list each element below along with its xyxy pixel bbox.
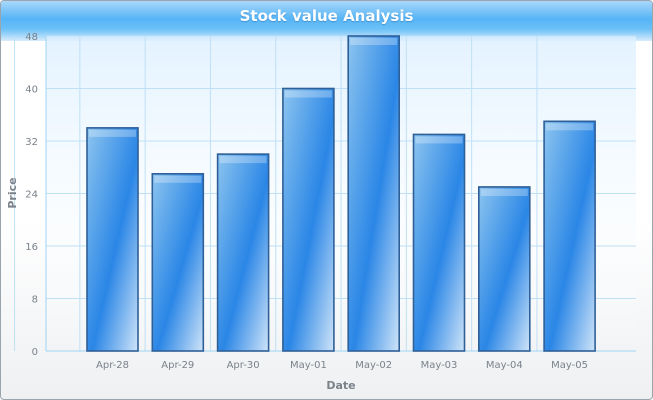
x-tick-label: Apr-28	[96, 360, 129, 371]
bar-highlight	[415, 136, 463, 144]
bar-May-04	[477, 186, 531, 352]
y-tick-label: 24	[25, 190, 38, 201]
x-tick-label: May-01	[290, 360, 327, 371]
bar-May-01	[282, 87, 335, 352]
y-tick-label: 8	[32, 295, 38, 306]
y-tick-label: 0	[32, 347, 38, 358]
x-tick-label: Apr-30	[227, 360, 260, 371]
title-band	[1, 1, 652, 41]
gridlines	[14, 35, 636, 352]
x-tick-label: Apr-29	[161, 360, 194, 371]
bar-highlight	[284, 90, 332, 98]
y-axis-label: Price	[6, 177, 19, 208]
y-tick-label: 40	[25, 85, 38, 96]
y-tick-label: 32	[25, 137, 38, 148]
bar-highlight	[350, 38, 398, 45]
chart-title: Stock value Analysis	[239, 7, 414, 25]
x-tick-labels: Apr-28 Apr-29 Apr-30 May-01 May-02 May-03 May-…	[96, 360, 588, 371]
bars	[86, 35, 596, 352]
bar-Apr-30	[216, 153, 270, 352]
x-tick-label: May-05	[551, 360, 588, 371]
bar-May-02	[347, 35, 401, 352]
y-tick-label: 48	[25, 32, 38, 43]
bar-highlight	[480, 188, 528, 196]
bar-highlight	[546, 123, 594, 131]
bar-May-03	[412, 133, 466, 352]
bar-highlight	[219, 156, 267, 164]
bar-highlight	[89, 129, 136, 137]
x-tick-label: May-02	[355, 360, 392, 371]
x-tick-label: May-03	[421, 360, 458, 371]
bar-highlight	[154, 175, 202, 183]
y-tick-label: 16	[25, 242, 38, 253]
x-tick-label: May-04	[486, 360, 523, 371]
bar-Apr-29	[151, 173, 205, 352]
x-axis-label: Date	[326, 379, 355, 392]
bar-Apr-28	[86, 127, 139, 352]
y-tick-labels: 0 8 16 24 32 40 48	[25, 32, 38, 358]
bar-May-05	[543, 120, 596, 352]
